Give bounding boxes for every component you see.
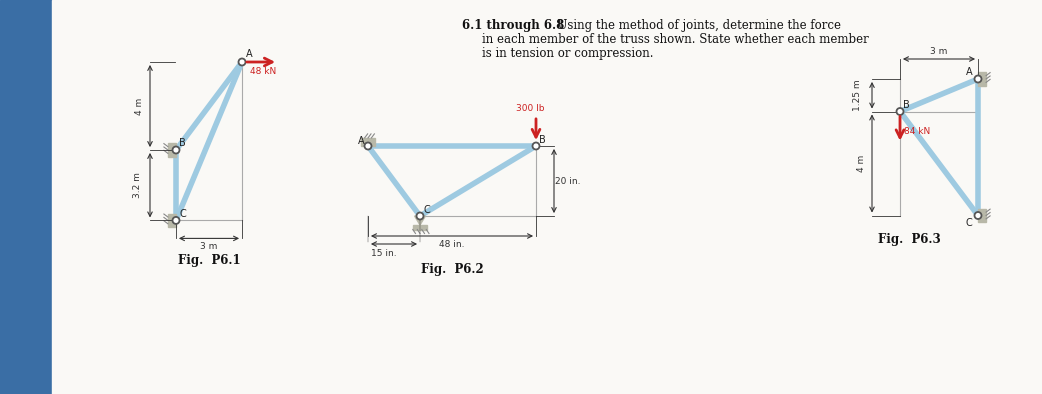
Text: Using the method of joints, determine the force: Using the method of joints, determine th… <box>550 19 841 32</box>
Text: 4 m: 4 m <box>858 155 867 172</box>
Text: 3 m: 3 m <box>200 242 218 251</box>
Text: C: C <box>179 209 185 219</box>
Bar <box>0 0 52 394</box>
Text: 4 m: 4 m <box>135 97 145 115</box>
Circle shape <box>896 108 903 115</box>
Text: 20 in.: 20 in. <box>555 177 580 186</box>
Circle shape <box>417 212 423 219</box>
Bar <box>362 138 375 146</box>
Text: C: C <box>423 205 429 215</box>
Bar <box>978 209 986 222</box>
Text: Fig.  P6.3: Fig. P6.3 <box>877 233 940 246</box>
Circle shape <box>974 76 982 82</box>
Circle shape <box>173 217 179 224</box>
Circle shape <box>532 143 540 149</box>
Text: 6.1 through 6.8: 6.1 through 6.8 <box>462 19 565 32</box>
Text: A: A <box>246 49 252 59</box>
Bar <box>168 214 176 227</box>
Polygon shape <box>415 216 425 225</box>
Text: A: A <box>966 67 972 77</box>
Text: 48 kN: 48 kN <box>250 67 276 76</box>
Text: 1.25 m: 1.25 m <box>853 80 863 111</box>
Text: B: B <box>179 138 185 148</box>
Text: 3 m: 3 m <box>931 46 947 56</box>
Circle shape <box>173 147 179 154</box>
Circle shape <box>365 143 372 149</box>
Text: Fig.  P6.1: Fig. P6.1 <box>178 254 241 267</box>
Text: Fig.  P6.2: Fig. P6.2 <box>421 264 483 277</box>
Text: 15 in.: 15 in. <box>371 249 397 258</box>
Bar <box>978 72 986 86</box>
Text: 48 in.: 48 in. <box>440 240 465 249</box>
Text: A: A <box>358 136 365 146</box>
Text: B: B <box>903 100 910 110</box>
Text: 84 kN: 84 kN <box>904 126 931 136</box>
Text: B: B <box>539 135 546 145</box>
Circle shape <box>974 212 982 219</box>
Bar <box>413 225 427 229</box>
Text: in each member of the truss shown. State whether each member: in each member of the truss shown. State… <box>482 33 869 46</box>
Circle shape <box>239 58 246 65</box>
Text: C: C <box>966 217 973 227</box>
Text: 300 lb: 300 lb <box>516 104 545 113</box>
Text: 3.2 m: 3.2 m <box>133 172 143 198</box>
Bar <box>168 143 176 157</box>
Text: is in tension or compression.: is in tension or compression. <box>482 47 653 60</box>
